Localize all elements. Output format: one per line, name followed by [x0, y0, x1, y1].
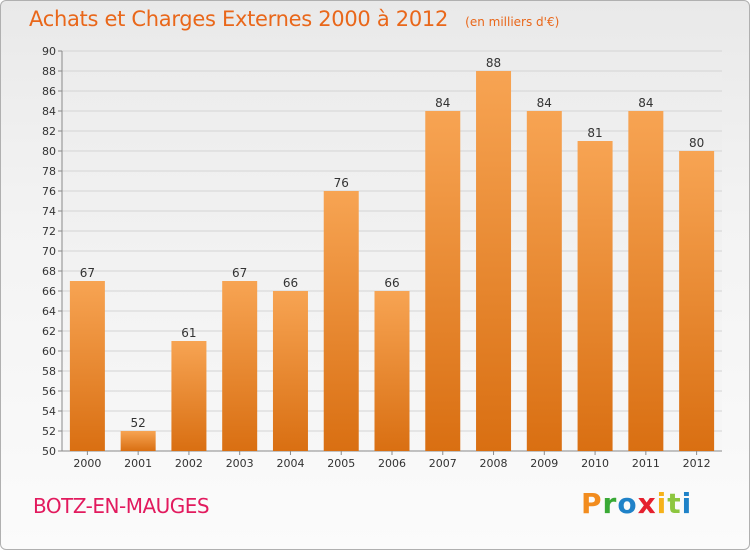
data-label-2011: 84: [638, 96, 653, 110]
logo-letter: x: [637, 487, 657, 520]
x-tick-label-2012: 2012: [683, 457, 711, 470]
data-label-2004: 66: [283, 276, 298, 290]
y-tick-label: 78: [42, 165, 56, 178]
proxiti-logo: Proxiti: [581, 487, 692, 520]
x-tick-label-2005: 2005: [327, 457, 355, 470]
data-label-2006: 66: [384, 276, 399, 290]
logo-letter: P: [581, 487, 603, 520]
data-label-2003: 67: [232, 266, 247, 280]
y-tick-label: 70: [42, 245, 56, 258]
logo-letter: i: [681, 487, 693, 520]
x-tick-label-2002: 2002: [175, 457, 203, 470]
bar-2002: [171, 341, 207, 451]
data-label-2005: 76: [334, 176, 349, 190]
x-tick-label-2009: 2009: [530, 457, 558, 470]
data-label-2010: 81: [587, 126, 602, 140]
bar-2010: [577, 141, 613, 451]
y-tick-label: 84: [42, 105, 56, 118]
logo-letter: i: [656, 487, 668, 520]
y-tick-label: 80: [42, 145, 56, 158]
y-tick-label: 60: [42, 345, 56, 358]
bars: [69, 71, 715, 451]
x-tick-label-2010: 2010: [581, 457, 609, 470]
data-label-2002: 61: [181, 326, 196, 340]
y-tick-label: 74: [42, 205, 56, 218]
y-tick-label: 56: [42, 385, 56, 398]
x-tick-label-2003: 2003: [226, 457, 254, 470]
bar-2007: [425, 111, 461, 451]
bar-2000: [69, 281, 105, 451]
logo-letter: t: [667, 487, 682, 520]
bar-2003: [222, 281, 258, 451]
chart-subtitle: (en milliers d'€): [465, 15, 560, 29]
bar-2009: [526, 111, 562, 451]
y-tick-label: 68: [42, 265, 56, 278]
y-tick-label: 58: [42, 365, 56, 378]
y-tick-label: 88: [42, 65, 56, 78]
commune-name: BOTZ-EN-MAUGES: [33, 494, 210, 518]
x-tick-label-2006: 2006: [378, 457, 406, 470]
bar-2012: [679, 151, 715, 451]
data-label-2000: 67: [80, 266, 95, 280]
data-label-2001: 52: [131, 416, 146, 430]
y-tick-label: 50: [42, 445, 56, 458]
y-tick-label: 76: [42, 185, 56, 198]
y-tick-label: 54: [42, 405, 56, 418]
tick-labels: 50 52 54 56 58 60 62 64 66 68 70 72 74 76 78 80 82 84 86 88…: [42, 45, 711, 470]
x-tick-label-2000: 2000: [73, 457, 101, 470]
data-label-2008: 88: [486, 56, 501, 70]
y-tick-label: 66: [42, 285, 56, 298]
x-tick-label-2001: 2001: [124, 457, 152, 470]
bar-2004: [272, 291, 308, 451]
bar-2006: [374, 291, 410, 451]
bar-2008: [476, 71, 512, 451]
bar-2011: [628, 111, 664, 451]
x-tick-label-2008: 2008: [480, 457, 508, 470]
x-tick-label-2004: 2004: [276, 457, 304, 470]
y-tick-label: 62: [42, 325, 56, 338]
y-tick-label: 90: [42, 45, 56, 58]
logo-letter: o: [617, 487, 638, 520]
y-tick-label: 72: [42, 225, 56, 238]
bar-2001: [120, 431, 156, 451]
x-tick-label-2007: 2007: [429, 457, 457, 470]
chart-title: Achats et Charges Externes 2000 à 2012: [29, 7, 449, 31]
y-tick-label: 52: [42, 425, 56, 438]
data-label-2009: 84: [537, 96, 552, 110]
x-tick-label-2011: 2011: [632, 457, 660, 470]
y-tick-label: 64: [42, 305, 56, 318]
title-row: Achats et Charges Externes 2000 à 2012 (…: [29, 7, 559, 31]
logo-letter: r: [602, 487, 618, 520]
data-label-2012: 80: [689, 136, 704, 150]
data-labels: 67 52 61 67 66 76 66 84 88 84 81 84 80: [80, 56, 705, 430]
y-tick-label: 82: [42, 125, 56, 138]
bar-2005: [323, 191, 359, 451]
data-label-2007: 84: [435, 96, 450, 110]
y-tick-label: 86: [42, 85, 56, 98]
